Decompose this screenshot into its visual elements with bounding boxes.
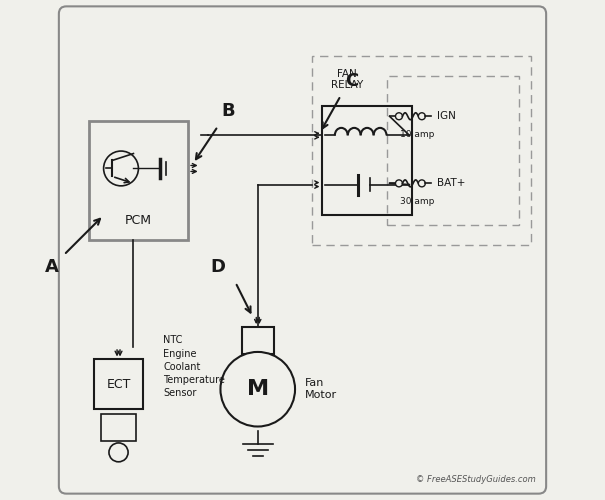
Circle shape [418,180,425,187]
Text: Fan
Motor: Fan Motor [305,378,337,400]
Text: D: D [211,258,226,276]
Bar [322,106,412,215]
Text: 10 amp: 10 amp [400,130,434,139]
Ellipse shape [109,443,128,462]
FancyBboxPatch shape [59,6,546,494]
Bar [94,360,143,409]
Text: BAT+: BAT+ [437,178,466,188]
Circle shape [418,113,425,119]
Bar [89,120,188,240]
Text: PCM: PCM [125,214,152,226]
Text: IGN: IGN [437,111,456,121]
Text: A: A [44,258,58,276]
Bar [387,76,519,225]
Text: ECT: ECT [106,378,131,391]
Text: C: C [345,72,359,90]
Text: B: B [221,102,235,120]
Circle shape [220,352,295,426]
Text: 30 amp: 30 amp [400,198,434,206]
Text: M: M [247,379,269,399]
Circle shape [396,113,402,119]
Bar [312,56,531,245]
Circle shape [396,180,402,187]
Text: © FreeASEStudyGuides.com: © FreeASEStudyGuides.com [416,474,536,484]
Bar [101,414,136,442]
Bar [241,327,274,354]
Circle shape [103,151,139,186]
Text: NTC
Engine
Coolant
Temperature
Sensor: NTC Engine Coolant Temperature Sensor [163,336,225,398]
Text: FAN
RELAY: FAN RELAY [331,68,364,90]
